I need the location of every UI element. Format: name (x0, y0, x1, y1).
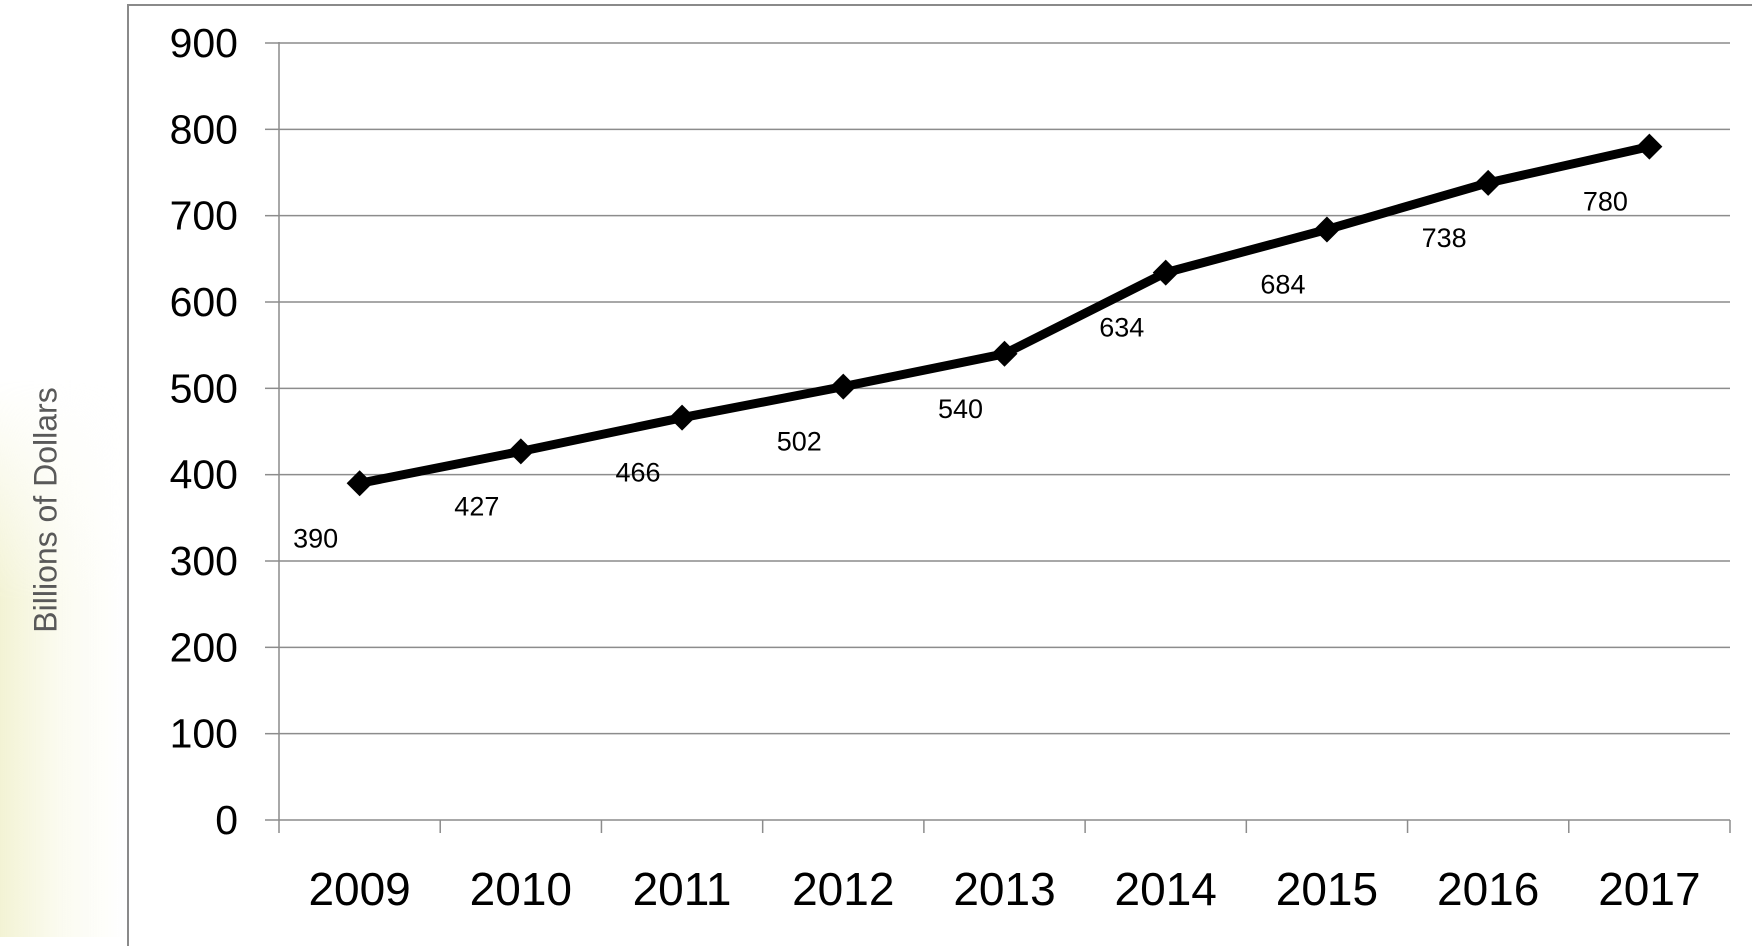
data-point-marker (1475, 169, 1502, 196)
y-tick-label: 600 (170, 279, 238, 325)
data-label: 540 (938, 394, 983, 424)
x-tick-label: 2013 (953, 863, 1055, 915)
y-tick-label: 900 (170, 20, 238, 66)
data-point-marker (1313, 216, 1340, 243)
y-tick-label: 500 (170, 365, 238, 411)
x-tick-label: 2012 (792, 863, 894, 915)
data-label: 390 (293, 523, 338, 553)
x-tick-labels: 2009 2010 2011 2012 2013 2014 2015 2016 2017 (308, 863, 1700, 915)
y-tick-label: 800 (170, 106, 238, 152)
x-tick-label: 2017 (1598, 863, 1700, 915)
series-markers (346, 133, 1663, 497)
data-point-marker (346, 470, 373, 497)
y-tick-label: 200 (170, 624, 238, 670)
y-tick-label: 400 (170, 452, 238, 498)
gridlines (265, 42, 1730, 821)
axes (278, 42, 1731, 833)
data-labels: 390 427 466 502 540 634 684 738 780 (293, 187, 1628, 554)
data-label: 684 (1260, 269, 1305, 299)
data-label: 780 (1583, 187, 1628, 217)
y-tick-label: 100 (170, 711, 238, 757)
data-point-marker (507, 438, 534, 465)
x-tick-label: 2009 (308, 863, 410, 915)
series-line-path (355, 142, 1654, 488)
y-tick-label: 700 (170, 193, 238, 239)
data-label: 634 (1099, 313, 1144, 343)
data-label: 466 (616, 458, 661, 488)
data-point-marker (991, 340, 1018, 367)
data-point-marker (1636, 133, 1663, 160)
data-point-marker (830, 373, 857, 400)
x-tick-label: 2016 (1437, 863, 1539, 915)
x-tick-label: 2011 (633, 863, 732, 915)
x-tick-label: 2010 (470, 863, 572, 915)
y-tick-label: 300 (170, 538, 238, 584)
data-label: 502 (777, 427, 822, 457)
y-tick-label: 0 (215, 797, 238, 843)
x-tick-label: 2014 (1115, 863, 1217, 915)
data-label: 738 (1422, 223, 1467, 253)
data-label: 427 (454, 491, 499, 521)
x-tick-label: 2015 (1276, 863, 1378, 915)
data-point-marker (669, 404, 696, 431)
data-point-marker (1152, 259, 1179, 286)
y-tick-labels: 0 100 200 300 400 500 600 700 800 900 (170, 20, 238, 843)
series-line (355, 142, 1654, 488)
